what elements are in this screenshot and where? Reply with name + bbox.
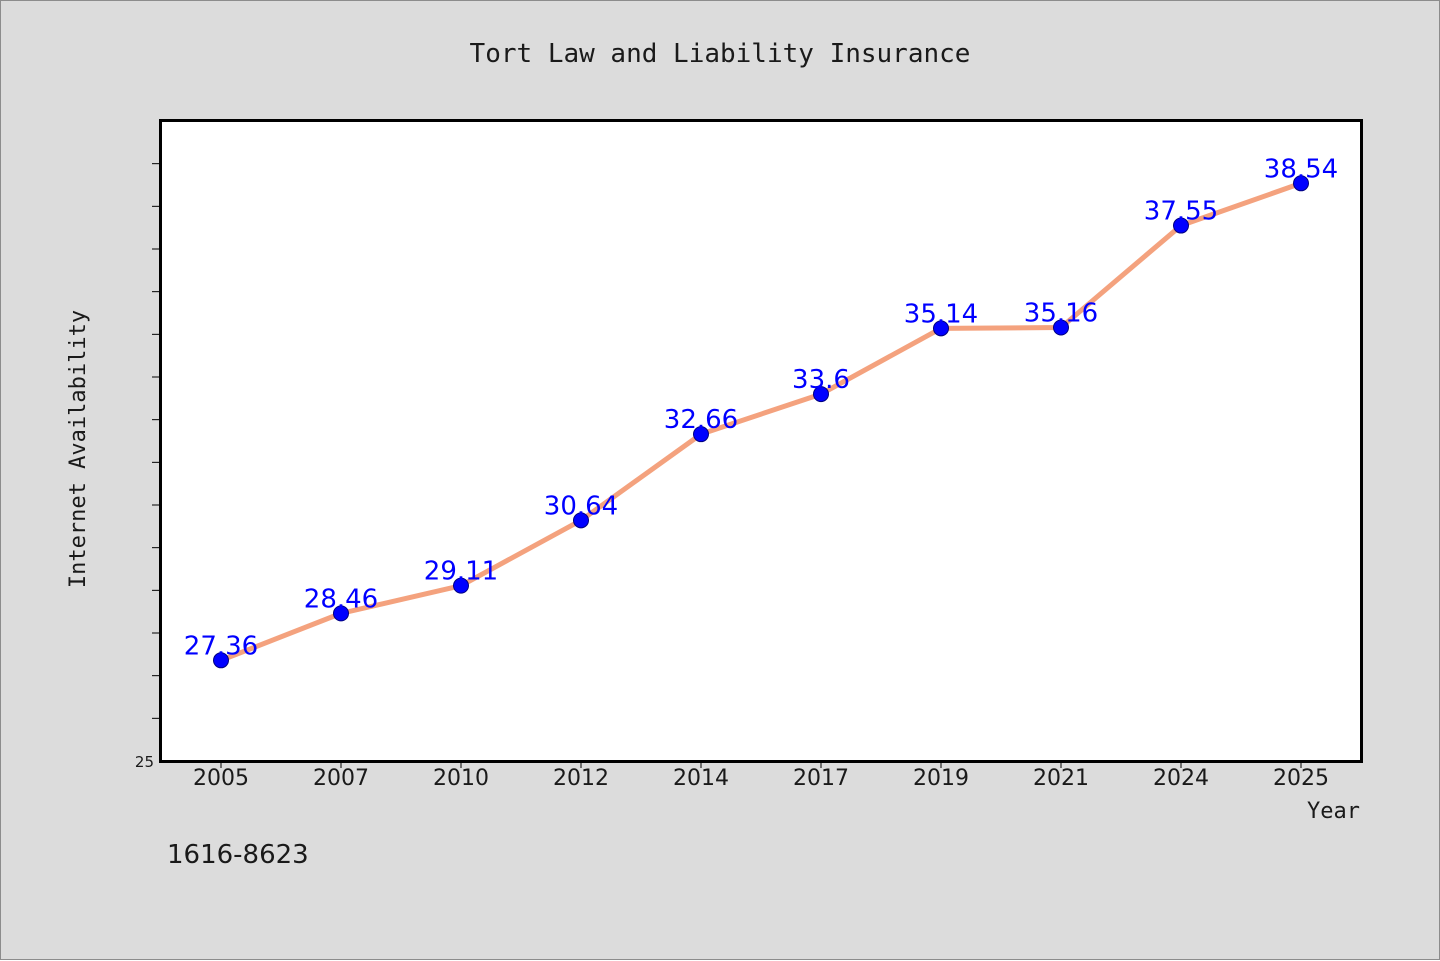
data-label: 30.64 [544,491,618,521]
y-axis-tick-labels: 25 [135,753,154,771]
data-label: 33.6 [792,365,850,395]
x-tick-label: 2024 [1153,766,1209,791]
data-label: 32.66 [664,405,738,435]
x-tick-label: 2014 [673,766,729,791]
data-point [1293,175,1309,192]
data-point [213,652,229,669]
y-axis-ticks [152,163,160,719]
data-point [1053,319,1069,336]
x-axis-ticks [220,761,1302,768]
data-point [933,320,949,337]
data-label: 37.55 [1144,197,1218,227]
data-label: 28.46 [304,584,378,614]
footer-code: 1616-8623 [167,840,309,870]
x-tick-label: 2025 [1273,766,1329,791]
plot-area [159,119,1363,763]
chart-title: Tort Law and Liability Insurance [470,39,971,69]
data-point [453,577,469,594]
data-label: 29.11 [424,557,498,587]
x-tick-label: 2005 [193,766,249,791]
x-tick-label: 2010 [433,766,489,791]
data-label: 35.16 [1024,299,1098,329]
x-tick-label: 2012 [553,766,609,791]
data-point [1173,217,1189,234]
data-label: 38.54 [1264,154,1338,184]
series-line [218,180,1304,663]
x-tick-label: 2021 [1033,766,1089,791]
data-label: 27.36 [184,631,258,661]
series-markers [213,175,1309,669]
x-tick-label: 2017 [793,766,849,791]
data-point [333,605,349,622]
data-labels: 27.36 28.46 29.11 30.64 32.66 33.6 35.14 35.16 3… [184,154,1338,661]
data-point [813,386,829,403]
x-tick-label: 2007 [313,766,369,791]
x-axis-title: Year [1307,799,1360,824]
data-point [693,426,709,443]
data-point [573,512,589,529]
y-axis-title: Internet Availability [66,310,91,588]
x-tick-label: 2019 [913,766,969,791]
data-label: 35.14 [904,299,978,329]
x-axis-tick-labels: 2005 2007 2010 2012 2014 2017 2019 2021 2024 2025 [193,766,1329,791]
y-tick-label: 25 [135,753,154,771]
